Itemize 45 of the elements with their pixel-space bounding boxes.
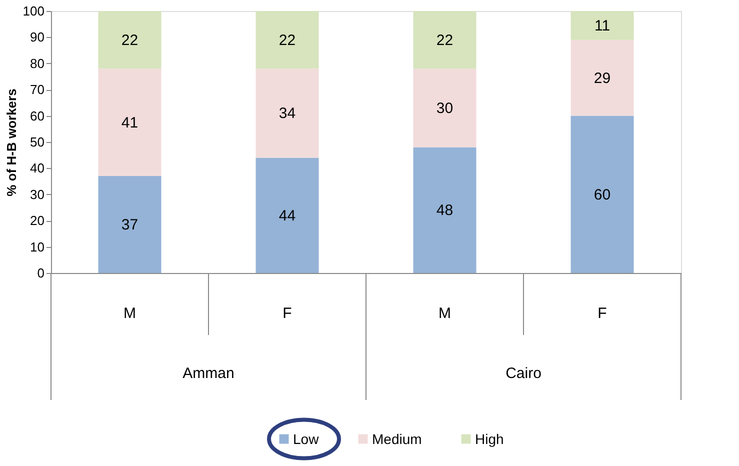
x-tick-label: M [438,305,451,322]
x-tick-label: F [598,305,607,322]
data-label: 41 [121,114,138,132]
bar [256,68,319,158]
bar [570,40,634,116]
data-label: 29 [594,70,611,87]
data-label: 60 [594,186,611,204]
bar [98,68,162,176]
y-tick-label: 0 [37,266,44,280]
text: Amman [182,365,234,382]
bar [413,147,476,273]
y-tick-label: 20 [30,213,44,228]
x-tick-label: M [124,305,136,322]
data-label: 11 [594,17,610,34]
y-tick-label: 60 [30,108,44,124]
y-tick-label: 80 [30,56,44,71]
bar [256,11,319,69]
data-label: 44 [278,207,296,224]
bar [98,11,162,69]
data-label: 37 [121,216,138,234]
legend-label: Medium [372,431,422,447]
y-tick-label: 70 [30,82,44,98]
y-tick-label: 100 [22,4,44,18]
bar [256,158,319,273]
bar [413,68,476,148]
data-label: 34 [278,105,296,122]
y-tick-label: 30 [30,186,44,202]
bar [98,176,162,273]
legend-label: High [475,431,504,447]
data-label: 22 [121,32,138,49]
bar [570,116,634,273]
y-tick-label: 50 [30,134,44,150]
y-axis-title: % of H-B workers [4,88,19,196]
text: Cairo [506,365,542,382]
bar [570,11,634,40]
data-label: 30 [436,100,454,117]
y-tick-label: 10 [30,239,44,254]
x-tick-label: F [282,305,292,322]
bar [413,11,476,69]
data-label: 22 [436,32,454,49]
data-label: 22 [278,32,296,49]
data-label: 48 [436,202,454,220]
y-tick-label: 90 [30,30,44,45]
y-tick-label: 40 [30,160,44,176]
legend-label: Low [293,431,320,447]
